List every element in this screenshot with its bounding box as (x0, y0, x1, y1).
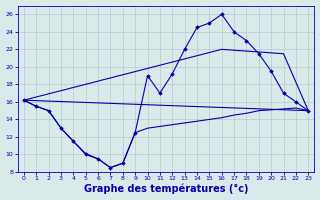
X-axis label: Graphe des températures (°c): Graphe des températures (°c) (84, 184, 248, 194)
